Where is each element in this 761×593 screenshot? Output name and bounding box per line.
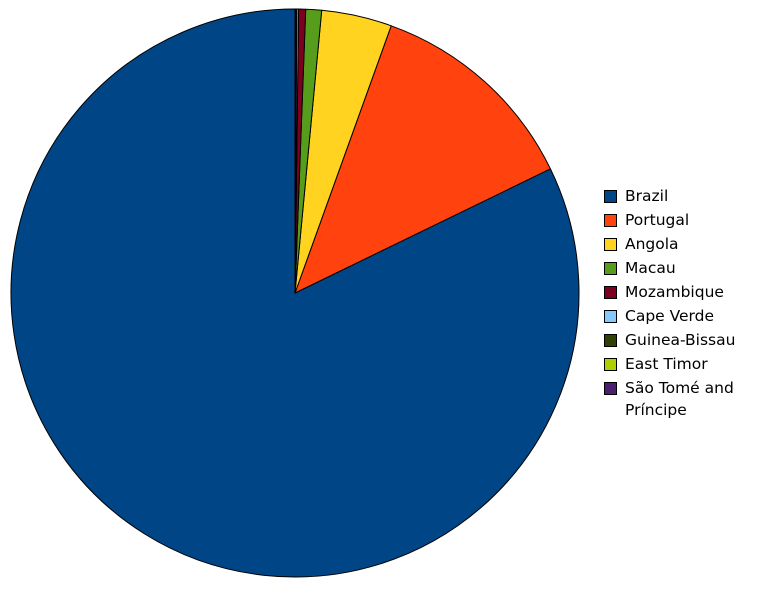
legend-swatch xyxy=(604,382,617,395)
legend-label: Cape Verde xyxy=(625,307,715,325)
legend-swatch xyxy=(604,286,617,299)
legend-item: Guinea-Bissau xyxy=(604,329,754,351)
legend-swatch xyxy=(604,214,617,227)
legend-item: São Tomé and Príncipe xyxy=(604,377,754,421)
legend-swatch xyxy=(604,310,617,323)
legend-swatch xyxy=(604,238,617,251)
legend-item: Mozambique xyxy=(604,281,754,303)
legend-label: Mozambique xyxy=(625,283,724,301)
legend-label: Angola xyxy=(625,235,679,253)
legend-item: Angola xyxy=(604,233,754,255)
legend-item: Brazil xyxy=(604,185,754,207)
legend: Brazil Portugal Angola Macau Mozambique Cape … xyxy=(604,185,754,423)
legend-item: Cape Verde xyxy=(604,305,754,327)
legend-label: Macau xyxy=(625,259,676,277)
legend-swatch xyxy=(604,190,617,203)
legend-label: São Tomé and Príncipe xyxy=(625,379,734,419)
legend-item: Portugal xyxy=(604,209,754,231)
legend-item: Macau xyxy=(604,257,754,279)
pie-area xyxy=(10,8,580,578)
legend-swatch xyxy=(604,334,617,347)
legend-swatch xyxy=(604,262,617,275)
legend-label: Guinea-Bissau xyxy=(625,331,736,349)
legend-label: Brazil xyxy=(625,187,669,205)
pie-slice xyxy=(294,8,297,294)
legend-swatch xyxy=(604,358,617,371)
legend-label: East Timor xyxy=(625,355,708,373)
legend-label: Portugal xyxy=(625,211,690,229)
legend-item: East Timor xyxy=(604,353,754,375)
pie-slice xyxy=(294,25,551,294)
